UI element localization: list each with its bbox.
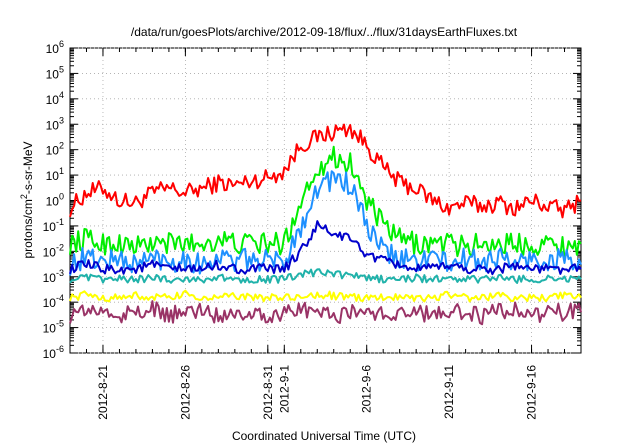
y-axis: 10610510410310210110010-110-210-310-410-… [43,39,581,361]
y-tick-base: 10 [46,93,60,107]
y-tick-label: 103 [46,115,64,132]
y-tick-label: 100 [46,192,64,209]
y-tick-base: 10 [43,245,57,259]
y-tick-label: 10-1 [43,217,64,234]
y-tick-exponent: 6 [59,39,64,49]
x-tick-label: 2012-9-16 [525,365,539,420]
y-tick-label: 104 [46,90,64,107]
y-tick-label: 10-5 [43,319,64,336]
flux-series [69,123,582,326]
y-tick-exponent: 5 [59,64,64,74]
y-tick-base: 10 [46,67,60,81]
x-tick-label: 2012-8-26 [178,365,192,420]
y-tick-exponent: 4 [59,90,64,100]
y-tick-base: 10 [46,144,60,158]
x-axis: 2012-8-21 2012-8-26 2012-8-31 2012-9-1 2012-… [69,48,582,420]
y-tick-exponent: -4 [56,293,64,303]
y-tick-label: 10-6 [43,344,64,361]
y-tick-label: 105 [46,64,64,81]
x-tick-label: 2012-8-31 [261,365,275,420]
y-tick-label: 10-2 [43,242,64,259]
flux-series-line [69,289,582,303]
y-tick-exponent: -3 [56,268,64,278]
x-tick-label: 2012-9-1 [277,365,291,413]
grid-lines [70,47,581,354]
y-tick-base: 10 [43,271,57,285]
y-tick-exponent: -6 [56,344,64,354]
y-tick-base: 10 [46,169,60,183]
y-tick-label: 10-4 [43,293,64,310]
y-tick-exponent: 1 [59,166,64,176]
y-axis-label-part1: protons/cm [21,199,35,258]
y-axis-label: protons/cm2-s-sr-MeV [19,141,35,258]
x-axis-label: Coordinated Universal Time (UTC) [232,429,416,443]
flux-series-line [69,170,582,276]
y-tick-label: 102 [46,141,64,158]
y-tick-base: 10 [43,296,57,310]
chart-title: /data/run/goesPlots/archive/2012-09-18/f… [131,25,518,39]
y-axis-label-superscript: 2 [19,194,29,199]
y-tick-base: 10 [43,322,57,336]
flux-series-line [69,268,582,284]
flux-series-line [69,300,582,326]
y-tick-base: 10 [46,42,60,56]
flux-series-line [69,145,582,260]
y-axis-label-part2: -s-sr-MeV [21,141,35,194]
y-tick-exponent: -5 [56,319,64,329]
flux-series-line [69,220,582,276]
y-tick-base: 10 [46,195,60,209]
y-tick-base: 10 [43,220,57,234]
y-tick-label: 10-3 [43,268,64,285]
y-tick-base: 10 [46,118,60,132]
y-tick-exponent: 0 [59,192,64,202]
x-tick-label: 2012-9-6 [360,365,374,413]
y-tick-label: 106 [46,39,64,56]
flux-series-line [69,123,582,219]
y-tick-exponent: -2 [56,242,64,252]
y-tick-exponent: 2 [59,141,64,151]
x-tick-label: 2012-9-11 [442,365,456,419]
y-tick-base: 10 [43,347,57,361]
y-tick-label: 101 [46,166,64,183]
y-tick-exponent: -1 [56,217,64,227]
y-tick-exponent: 3 [59,115,64,125]
x-tick-label: 2012-8-21 [96,365,110,420]
